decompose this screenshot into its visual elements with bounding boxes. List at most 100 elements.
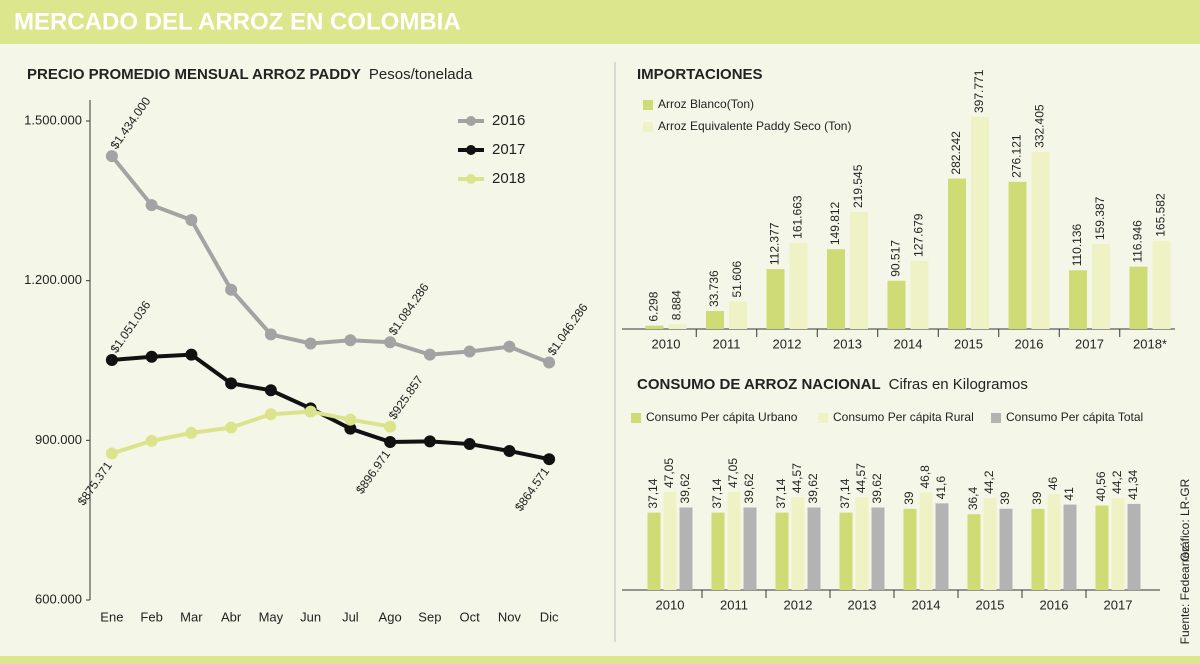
- bar: [743, 507, 757, 590]
- value-label: $1.046.286: [545, 301, 591, 358]
- value-label: 110.136: [1070, 223, 1084, 266]
- x-tick-label: 2012: [784, 597, 813, 612]
- bar: [839, 512, 853, 590]
- value-label: 161.663: [791, 195, 805, 239]
- x-tick-label: 2017: [1104, 597, 1133, 612]
- bar: [711, 512, 725, 590]
- point: [145, 434, 158, 447]
- value-label: 165.582: [1154, 193, 1168, 237]
- bar: [1129, 266, 1148, 329]
- bar: [1152, 240, 1171, 329]
- value-label: 116.946: [1131, 220, 1145, 263]
- value-label: 39: [902, 491, 916, 505]
- value-label: 37,14: [646, 478, 660, 508]
- bar: [887, 280, 906, 329]
- x-tick-label: Ago: [379, 609, 402, 624]
- x-tick-label: 2012: [773, 336, 802, 351]
- bar: [791, 497, 805, 590]
- bar: [910, 260, 929, 329]
- legend-label: Consumo Per cápita Total: [1006, 410, 1143, 424]
- x-tick-label: 2011: [720, 597, 748, 612]
- bar: [967, 514, 981, 590]
- bar: [1008, 181, 1027, 329]
- legend-marker: [466, 174, 476, 184]
- point: [225, 421, 238, 434]
- point: [384, 420, 397, 433]
- value-label: 282.242: [949, 131, 963, 175]
- point: [344, 422, 357, 435]
- value-label: 37,14: [774, 478, 788, 508]
- value-label: 39,62: [678, 473, 692, 503]
- title: CONSUMO DE ARROZ NACIONAL: [637, 376, 881, 393]
- value-label: 219.545: [851, 164, 865, 208]
- value-label: 51.606: [730, 260, 744, 297]
- title: PRECIO PROMEDIO MENSUAL ARROZ PADDY: [27, 66, 361, 83]
- legend-label: 2016: [492, 112, 525, 129]
- x-tick-label: Ene: [100, 609, 123, 624]
- x-tick-label: 2017: [1075, 336, 1104, 351]
- point: [543, 356, 556, 369]
- x-tick-label: 2010: [652, 336, 681, 351]
- bar: [919, 492, 933, 590]
- point: [264, 384, 277, 397]
- value-label: 112.377: [768, 222, 782, 265]
- x-tick-label: Oct: [460, 609, 481, 624]
- line: [111, 352, 550, 462]
- chart-title: IMPORTACIONES: [637, 66, 763, 83]
- x-tick-label: 2013: [848, 597, 877, 612]
- point: [304, 405, 317, 418]
- y-tick-label: 1.500.000: [24, 112, 82, 127]
- y-tick-label: 1.200.000: [24, 272, 82, 287]
- value-label: 40,56: [1094, 471, 1108, 501]
- x-tick-label: Dic: [540, 609, 559, 624]
- x-tick-label: May: [259, 609, 284, 624]
- point: [105, 150, 118, 163]
- bar: [766, 269, 785, 329]
- value-label: 397.771: [972, 69, 986, 113]
- chart-title: CONSUMO DE ARROZ NACIONAL Cifras en Kilog…: [637, 376, 1028, 393]
- bar: [1069, 270, 1087, 329]
- point: [463, 345, 476, 358]
- bar: [1127, 503, 1141, 590]
- legend-label: 2018: [492, 170, 525, 187]
- bar: [807, 507, 821, 590]
- point: [105, 447, 118, 460]
- value-label: 90.517: [889, 240, 903, 277]
- value-label: 44,57: [790, 463, 804, 493]
- value-label: 37,14: [710, 478, 724, 508]
- value-label: 44,2: [982, 470, 996, 494]
- point: [503, 340, 516, 353]
- point: [384, 435, 397, 448]
- x-tick-label: 2015: [976, 597, 1005, 612]
- legend-swatch: [643, 122, 653, 132]
- bar: [789, 242, 808, 329]
- x-tick-label: Feb: [140, 609, 162, 624]
- point: [185, 213, 198, 226]
- subtitle: Cifras en Kilogramos: [889, 376, 1028, 393]
- y-tick-label: 900.000: [35, 432, 82, 447]
- legend-swatch: [818, 413, 828, 423]
- y-tick-label: 600.000: [35, 591, 82, 606]
- value-label: 41,6: [934, 476, 948, 500]
- bar: [827, 249, 845, 329]
- value-label: $1.434.000: [107, 94, 153, 151]
- bar: [855, 497, 869, 590]
- x-tick-label: 2010: [656, 597, 685, 612]
- bar: [983, 497, 997, 590]
- value-label: 6.298: [647, 291, 661, 321]
- value-label: 39,62: [742, 473, 756, 503]
- line: [110, 154, 550, 365]
- x-tick-label: Mar: [180, 609, 203, 624]
- bar: [903, 508, 917, 590]
- value-label: 44,57: [854, 463, 868, 493]
- bar: [729, 301, 747, 329]
- bar: [1095, 505, 1109, 590]
- point: [384, 336, 397, 349]
- bar: [1063, 504, 1077, 590]
- value-label: 41,34: [1126, 470, 1140, 500]
- credit-graphic: Gráfico: LR-GR: [1178, 478, 1192, 561]
- legend-marker: [466, 116, 476, 126]
- legend-swatch: [643, 100, 653, 110]
- x-tick-label: Nov: [498, 609, 522, 624]
